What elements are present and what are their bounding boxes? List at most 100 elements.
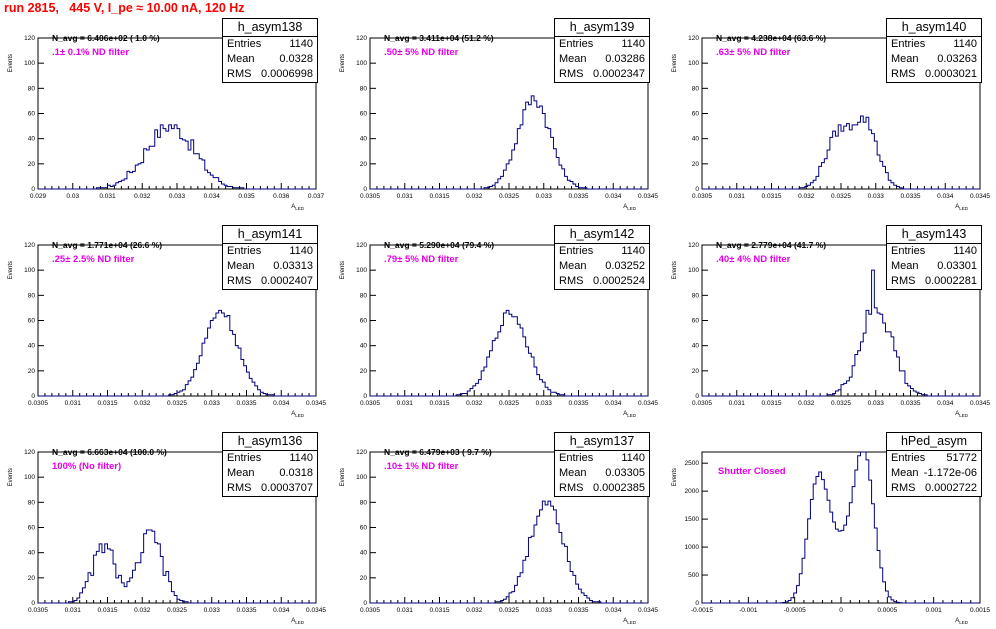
stats-label: RMS bbox=[559, 275, 584, 287]
x-tick-label: 0.034 bbox=[204, 193, 221, 200]
stats-title: h_asym140 bbox=[887, 19, 981, 37]
y-tick-label: 60 bbox=[360, 318, 368, 325]
stats-row-rms: RMS 0.0002385 bbox=[555, 481, 649, 496]
navg-label: N_avg = 6.479e+03 ( 9.7 %) bbox=[384, 447, 492, 457]
filter-label: .10± 1% ND filter bbox=[384, 461, 459, 472]
y-tick-label: 60 bbox=[28, 111, 36, 118]
y-tick-label: 80 bbox=[360, 292, 368, 299]
x-tick-label: 0.035 bbox=[238, 193, 255, 200]
stats-value: 1140 bbox=[621, 38, 645, 50]
y-tick-label: 100 bbox=[24, 60, 35, 67]
x-tick-label: 0.0305 bbox=[28, 607, 48, 614]
y-tick-label: 0 bbox=[31, 393, 35, 400]
histogram-plot: 0.0305 0.031 0.0315 0.032 0.0325 0.033 0.0335 0… bbox=[340, 242, 658, 418]
stats-row-rms: RMS 0.0003707 bbox=[223, 481, 317, 496]
stats-row-mean: Mean 0.03301 bbox=[887, 259, 981, 274]
stats-row-mean: Mean 0.03286 bbox=[555, 52, 649, 67]
histogram-series bbox=[702, 115, 980, 190]
y-tick-label: 40 bbox=[28, 550, 36, 557]
y-tick-label: 40 bbox=[692, 136, 700, 143]
x-tick-label: 0.0335 bbox=[569, 400, 589, 407]
stats-value: 0.03305 bbox=[605, 467, 645, 479]
y-axis-label: Events bbox=[672, 54, 678, 72]
x-tick-label: 0.037 bbox=[308, 193, 325, 200]
y-tick-label: 0 bbox=[363, 393, 367, 400]
y-tick-label: 2000 bbox=[685, 488, 700, 495]
histogram-pad-h_asym142: 0.0305 0.031 0.0315 0.032 0.0325 0.033 0.0335 0… bbox=[332, 215, 664, 422]
stats-label: RMS bbox=[559, 482, 584, 494]
x-tick-label: 0.0325 bbox=[499, 400, 519, 407]
stats-row-entries: Entries 1140 bbox=[555, 37, 649, 52]
x-tick-label: 0.0305 bbox=[692, 193, 712, 200]
y-tick-label: 500 bbox=[688, 572, 699, 579]
stats-value: 0.0002347 bbox=[593, 68, 645, 80]
x-tick-label: 0.031 bbox=[397, 193, 414, 200]
x-tick-label: 0.032 bbox=[466, 193, 483, 200]
histogram-pad-h_asym136: 0.0305 0.031 0.0315 0.032 0.0325 0.033 0.0335 0… bbox=[0, 422, 332, 629]
stats-box: h_asym138 Entries 1140 Mean 0.0328 RMS 0.00069… bbox=[222, 18, 318, 83]
y-tick-label: 60 bbox=[692, 318, 700, 325]
histogram-pad-hPed_asym: -0.0015 -0.001 -0.0005 0 0.0005 0.001 0.0015 0 5… bbox=[664, 422, 996, 629]
y-tick-label: 0 bbox=[695, 600, 699, 607]
filter-label: Shutter Closed bbox=[718, 466, 786, 477]
stats-row-rms: RMS 0.0003021 bbox=[887, 67, 981, 82]
histogram-plot: 0.0305 0.031 0.0315 0.032 0.0325 0.033 0.0335 0… bbox=[672, 242, 990, 418]
stats-label: RMS bbox=[227, 482, 252, 494]
x-tick-label: 0.033 bbox=[536, 607, 553, 614]
filter-label: .40± 4% ND filter bbox=[716, 254, 791, 265]
y-tick-label: 120 bbox=[24, 449, 35, 456]
histogram-series bbox=[370, 309, 648, 397]
filter-label: .25± 2.5% ND filter bbox=[52, 254, 135, 265]
stats-label: RMS bbox=[891, 68, 916, 80]
x-axis-label: ALED bbox=[623, 204, 637, 211]
x-tick-label: 0.034 bbox=[937, 400, 954, 407]
y-tick-label: 20 bbox=[360, 368, 368, 375]
y-tick-label: 1000 bbox=[685, 544, 700, 551]
x-tick-label: -0.0015 bbox=[691, 607, 713, 614]
stats-title: h_asym138 bbox=[223, 19, 317, 37]
histogram-series bbox=[702, 269, 980, 397]
y-tick-label: 20 bbox=[360, 161, 368, 168]
x-tick-label: 0.031 bbox=[397, 400, 414, 407]
x-tick-label: 0.0315 bbox=[98, 607, 118, 614]
stats-value: 0.0002524 bbox=[593, 275, 645, 287]
y-tick-label: 100 bbox=[24, 474, 35, 481]
filter-label: .63± 5% ND filter bbox=[716, 47, 791, 58]
stats-label: Entries bbox=[227, 38, 262, 50]
stats-value: 51772 bbox=[946, 452, 977, 464]
stats-title: h_asym143 bbox=[887, 226, 981, 244]
stats-box: hPed_asym Entries 51772 Mean -1.172e-06 RMS 0.… bbox=[886, 432, 982, 497]
stats-label: Mean bbox=[559, 260, 587, 272]
stats-label: Mean bbox=[891, 260, 919, 272]
histogram-series bbox=[38, 529, 316, 604]
x-tick-label: 0.033 bbox=[204, 607, 221, 614]
stats-title: h_asym137 bbox=[555, 433, 649, 451]
x-tick-label: 0.0335 bbox=[237, 607, 257, 614]
stats-row-entries: Entries 1140 bbox=[887, 37, 981, 52]
stats-row-rms: RMS 0.0006998 bbox=[223, 67, 317, 82]
y-tick-label: 120 bbox=[688, 242, 699, 249]
stats-label: Entries bbox=[559, 245, 594, 257]
x-tick-label: 0.031 bbox=[729, 193, 746, 200]
stats-row-entries: Entries 1140 bbox=[555, 451, 649, 466]
stats-value: 0.0002281 bbox=[925, 275, 977, 287]
navg-label: N_avg = 4.238e+04 (63.6 %) bbox=[716, 33, 827, 43]
x-tick-label: 0.034 bbox=[605, 607, 622, 614]
x-tick-label: 0.0305 bbox=[692, 400, 712, 407]
y-tick-label: 60 bbox=[28, 318, 36, 325]
x-tick-label: 0.033 bbox=[536, 193, 553, 200]
y-tick-label: 120 bbox=[356, 35, 367, 42]
stats-label: Mean bbox=[891, 467, 919, 479]
y-tick-label: 80 bbox=[28, 499, 36, 506]
stats-row-mean: Mean 0.03252 bbox=[555, 259, 649, 274]
stats-title: h_asym139 bbox=[555, 19, 649, 37]
y-tick-label: 40 bbox=[360, 343, 368, 350]
stats-row-entries: Entries 51772 bbox=[887, 451, 981, 466]
x-tick-label: 0.0325 bbox=[499, 607, 519, 614]
x-tick-label: 0.0325 bbox=[167, 400, 187, 407]
stats-title: h_asym136 bbox=[223, 433, 317, 451]
stats-label: Entries bbox=[227, 245, 262, 257]
stats-box: h_asym142 Entries 1140 Mean 0.03252 RMS 0.0002… bbox=[554, 225, 650, 290]
stats-value: 0.0006998 bbox=[261, 68, 313, 80]
stats-row-mean: Mean 0.03263 bbox=[887, 52, 981, 67]
